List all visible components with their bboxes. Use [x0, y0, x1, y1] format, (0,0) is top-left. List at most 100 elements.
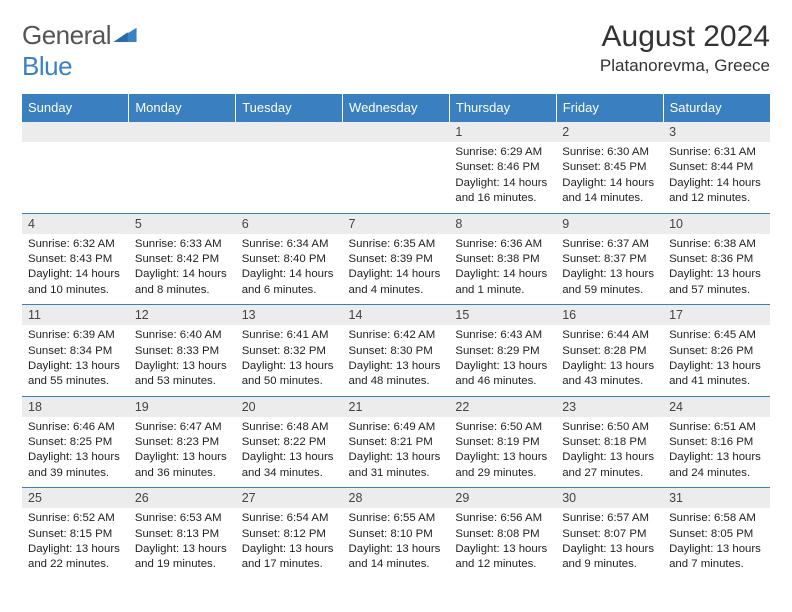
day-info: Sunrise: 6:42 AMSunset: 8:30 PMDaylight:…	[343, 325, 450, 396]
calendar-week-row: 1Sunrise: 6:29 AMSunset: 8:46 PMDaylight…	[22, 122, 770, 214]
brand-triangle-icon	[113, 26, 137, 42]
day-info: Sunrise: 6:56 AMSunset: 8:08 PMDaylight:…	[449, 508, 556, 579]
day-info: Sunrise: 6:31 AMSunset: 8:44 PMDaylight:…	[663, 142, 770, 213]
day-number: 9	[556, 214, 663, 234]
daylight-text: Daylight: 13 hours and 43 minutes.	[562, 359, 657, 390]
day-number: 1	[449, 122, 556, 142]
daylight-text: Daylight: 13 hours and 41 minutes.	[669, 359, 764, 390]
calendar-day-cell: 23Sunrise: 6:50 AMSunset: 8:18 PMDayligh…	[556, 396, 663, 488]
calendar-day-cell: 3Sunrise: 6:31 AMSunset: 8:44 PMDaylight…	[663, 122, 770, 214]
day-info: Sunrise: 6:33 AMSunset: 8:42 PMDaylight:…	[129, 234, 236, 305]
sunrise-text: Sunrise: 6:58 AM	[669, 511, 764, 526]
day-number: 18	[22, 397, 129, 417]
daylight-text: Daylight: 13 hours and 17 minutes.	[242, 542, 337, 573]
day-number: 17	[663, 305, 770, 325]
day-info: Sunrise: 6:51 AMSunset: 8:16 PMDaylight:…	[663, 417, 770, 488]
calendar-day-cell: 19Sunrise: 6:47 AMSunset: 8:23 PMDayligh…	[129, 396, 236, 488]
day-info: Sunrise: 6:46 AMSunset: 8:25 PMDaylight:…	[22, 417, 129, 488]
col-thursday: Thursday	[449, 94, 556, 122]
daylight-text: Daylight: 14 hours and 14 minutes.	[562, 176, 657, 207]
day-info: Sunrise: 6:54 AMSunset: 8:12 PMDaylight:…	[236, 508, 343, 579]
day-info: Sunrise: 6:36 AMSunset: 8:38 PMDaylight:…	[449, 234, 556, 305]
sunrise-text: Sunrise: 6:57 AM	[562, 511, 657, 526]
day-info: Sunrise: 6:34 AMSunset: 8:40 PMDaylight:…	[236, 234, 343, 305]
daylight-text: Daylight: 13 hours and 46 minutes.	[455, 359, 550, 390]
day-info: Sunrise: 6:50 AMSunset: 8:18 PMDaylight:…	[556, 417, 663, 488]
sunrise-text: Sunrise: 6:44 AM	[562, 328, 657, 343]
sunrise-text: Sunrise: 6:35 AM	[349, 237, 444, 252]
daylight-text: Daylight: 14 hours and 6 minutes.	[242, 267, 337, 298]
daylight-text: Daylight: 14 hours and 4 minutes.	[349, 267, 444, 298]
sunset-text: Sunset: 8:29 PM	[455, 344, 550, 359]
location: Platanorevma, Greece	[600, 56, 770, 76]
daylight-text: Daylight: 13 hours and 34 minutes.	[242, 450, 337, 481]
calendar-day-cell: 24Sunrise: 6:51 AMSunset: 8:16 PMDayligh…	[663, 396, 770, 488]
calendar-day-cell: 13Sunrise: 6:41 AMSunset: 8:32 PMDayligh…	[236, 305, 343, 397]
sunrise-text: Sunrise: 6:38 AM	[669, 237, 764, 252]
title-block: August 2024 Platanorevma, Greece	[600, 20, 770, 76]
day-info: Sunrise: 6:37 AMSunset: 8:37 PMDaylight:…	[556, 234, 663, 305]
col-friday: Friday	[556, 94, 663, 122]
calendar-day-cell	[129, 122, 236, 214]
day-number: 25	[22, 488, 129, 508]
sunset-text: Sunset: 8:22 PM	[242, 435, 337, 450]
day-number: 4	[22, 214, 129, 234]
day-number	[343, 122, 450, 142]
sunset-text: Sunset: 8:23 PM	[135, 435, 230, 450]
daylight-text: Daylight: 13 hours and 55 minutes.	[28, 359, 123, 390]
daylight-text: Daylight: 13 hours and 39 minutes.	[28, 450, 123, 481]
sunset-text: Sunset: 8:43 PM	[28, 252, 123, 267]
daylight-text: Daylight: 13 hours and 29 minutes.	[455, 450, 550, 481]
sunrise-text: Sunrise: 6:47 AM	[135, 420, 230, 435]
calendar-day-cell: 22Sunrise: 6:50 AMSunset: 8:19 PMDayligh…	[449, 396, 556, 488]
header: GeneralBlue August 2024 Platanorevma, Gr…	[22, 20, 770, 82]
brand-part2: Blue	[22, 51, 72, 81]
day-number	[236, 122, 343, 142]
calendar-day-cell: 6Sunrise: 6:34 AMSunset: 8:40 PMDaylight…	[236, 213, 343, 305]
weekday-header-row: Sunday Monday Tuesday Wednesday Thursday…	[22, 94, 770, 122]
calendar-day-cell: 8Sunrise: 6:36 AMSunset: 8:38 PMDaylight…	[449, 213, 556, 305]
daylight-text: Daylight: 14 hours and 16 minutes.	[455, 176, 550, 207]
daylight-text: Daylight: 13 hours and 31 minutes.	[349, 450, 444, 481]
col-tuesday: Tuesday	[236, 94, 343, 122]
sunset-text: Sunset: 8:42 PM	[135, 252, 230, 267]
daylight-text: Daylight: 13 hours and 14 minutes.	[349, 542, 444, 573]
brand-part1: General	[22, 20, 111, 51]
calendar-day-cell: 20Sunrise: 6:48 AMSunset: 8:22 PMDayligh…	[236, 396, 343, 488]
sunrise-text: Sunrise: 6:40 AM	[135, 328, 230, 343]
daylight-text: Daylight: 13 hours and 59 minutes.	[562, 267, 657, 298]
calendar-day-cell: 14Sunrise: 6:42 AMSunset: 8:30 PMDayligh…	[343, 305, 450, 397]
daylight-text: Daylight: 13 hours and 22 minutes.	[28, 542, 123, 573]
day-number: 16	[556, 305, 663, 325]
col-wednesday: Wednesday	[343, 94, 450, 122]
calendar-day-cell	[22, 122, 129, 214]
day-number: 11	[22, 305, 129, 325]
sunrise-text: Sunrise: 6:48 AM	[242, 420, 337, 435]
day-number: 6	[236, 214, 343, 234]
sunset-text: Sunset: 8:10 PM	[349, 527, 444, 542]
calendar-day-cell: 17Sunrise: 6:45 AMSunset: 8:26 PMDayligh…	[663, 305, 770, 397]
daylight-text: Daylight: 13 hours and 27 minutes.	[562, 450, 657, 481]
daylight-text: Daylight: 13 hours and 57 minutes.	[669, 267, 764, 298]
day-info: Sunrise: 6:57 AMSunset: 8:07 PMDaylight:…	[556, 508, 663, 579]
sunrise-text: Sunrise: 6:31 AM	[669, 145, 764, 160]
day-info: Sunrise: 6:29 AMSunset: 8:46 PMDaylight:…	[449, 142, 556, 213]
day-number	[129, 122, 236, 142]
sunset-text: Sunset: 8:40 PM	[242, 252, 337, 267]
day-info	[236, 142, 343, 202]
calendar-day-cell: 16Sunrise: 6:44 AMSunset: 8:28 PMDayligh…	[556, 305, 663, 397]
sunrise-text: Sunrise: 6:50 AM	[455, 420, 550, 435]
calendar-day-cell	[343, 122, 450, 214]
day-number	[22, 122, 129, 142]
daylight-text: Daylight: 14 hours and 10 minutes.	[28, 267, 123, 298]
sunset-text: Sunset: 8:13 PM	[135, 527, 230, 542]
calendar-day-cell: 5Sunrise: 6:33 AMSunset: 8:42 PMDaylight…	[129, 213, 236, 305]
sunset-text: Sunset: 8:16 PM	[669, 435, 764, 450]
sunset-text: Sunset: 8:33 PM	[135, 344, 230, 359]
sunset-text: Sunset: 8:08 PM	[455, 527, 550, 542]
calendar-week-row: 11Sunrise: 6:39 AMSunset: 8:34 PMDayligh…	[22, 305, 770, 397]
month-title: August 2024	[600, 20, 770, 54]
sunrise-text: Sunrise: 6:55 AM	[349, 511, 444, 526]
day-info: Sunrise: 6:48 AMSunset: 8:22 PMDaylight:…	[236, 417, 343, 488]
day-number: 7	[343, 214, 450, 234]
